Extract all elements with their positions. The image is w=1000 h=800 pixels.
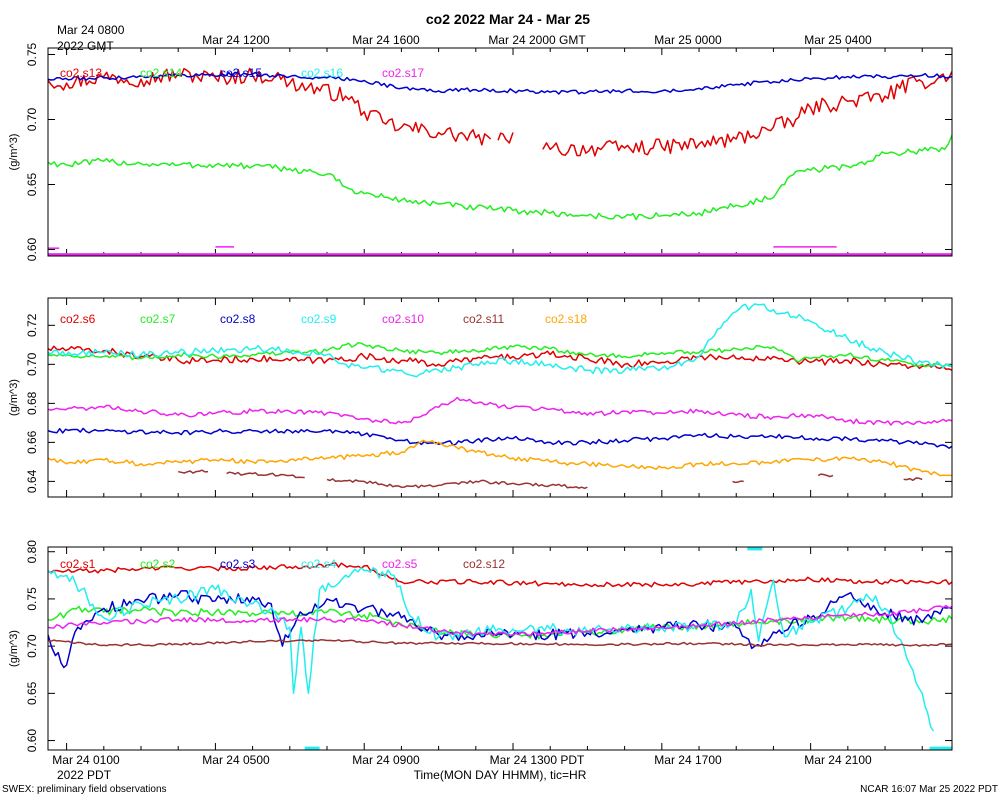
top-axis-corner-label-2: 2022 GMT xyxy=(57,39,114,53)
series-line-co2-s5 xyxy=(48,604,952,637)
top-axis-tick-label: Mar 25 0000 xyxy=(654,33,722,47)
bottom-axis-tick-label: Mar 24 2100 xyxy=(804,753,872,767)
legend-entry-co2-s3: co2.s3 xyxy=(220,557,256,571)
series-line-co2-s14 xyxy=(48,134,952,221)
series-line-co2-s11 xyxy=(178,469,209,474)
x-axis-label: Time(MON DAY HHMM), tic=HR xyxy=(414,768,587,782)
y-tick-label: 0.60 xyxy=(25,729,39,753)
series-line-co2-s9 xyxy=(48,303,952,378)
y-axis-label: (g/m^3) xyxy=(8,134,20,171)
y-tick-label: 0.64 xyxy=(25,469,39,493)
y-tick-label: 0.65 xyxy=(25,681,39,705)
series-line-co2-s11 xyxy=(817,473,834,478)
legend-entry-co2-s10: co2.s10 xyxy=(382,312,424,326)
panel-frame xyxy=(47,47,953,257)
panel-frame xyxy=(47,297,953,498)
series-line-co2-s7 xyxy=(48,342,952,368)
y-tick-label: 0.70 xyxy=(25,634,39,658)
series-line-co2-s15 xyxy=(48,71,952,95)
y-axis-label: (g/m^3) xyxy=(8,379,20,416)
bottom-axis-tick-label: Mar 24 1300 PDT xyxy=(490,753,585,767)
panel-top: 0.60 0.65 0.70 0.75 (g/m^3) co2.s13 co2.s14 co2… xyxy=(8,42,953,261)
series-line-co2-s13 xyxy=(542,71,952,157)
series-line-co2-s12 xyxy=(48,638,952,647)
legend-entry-co2-s2: co2.s2 xyxy=(140,557,176,571)
panel-bottom: 0.60 0.65 0.70 0.75 0.80 (g/m^3) co2.s1 co2.s2 c… xyxy=(8,540,953,753)
legend-entry-co2-s14: co2.s14 xyxy=(140,66,182,80)
series-line-co2-s13 xyxy=(48,67,492,146)
legend-entry-co2-s7: co2.s7 xyxy=(140,312,176,326)
y-axis-label: (g/m^3) xyxy=(8,630,20,667)
series-line-co2-s11 xyxy=(732,480,744,484)
bottom-axis-tick-label: Mar 24 1700 xyxy=(654,753,722,767)
chart-title: co2 2022 Mar 24 - Mar 25 xyxy=(426,11,590,27)
top-axis-tick-label: Mar 24 2000 GMT xyxy=(488,33,586,47)
y-tick-label: 0.66 xyxy=(25,430,39,454)
legend-entry-co2-s17: co2.s17 xyxy=(382,66,424,80)
panel-middle: 0.64 0.66 0.68 0.70 0.72 (g/m^3) co2.s6 co2.s7 c… xyxy=(8,297,953,498)
y-tick-label: 0.75 xyxy=(25,42,39,66)
y-tick-label: 0.68 xyxy=(25,391,39,415)
series-line-co2-s11 xyxy=(326,478,588,490)
top-axis-tick-label: Mar 24 1600 xyxy=(352,33,420,47)
legend-entry-co2-s16: co2.s16 xyxy=(301,66,343,80)
series-line-co2-s1 xyxy=(48,562,952,588)
y-tick-label: 0.70 xyxy=(25,352,39,376)
legend-entry-co2-s13: co2.s13 xyxy=(60,66,102,80)
legend-entry-co2-s18: co2.s18 xyxy=(545,312,587,326)
bottom-axis-tick-label: Mar 24 0500 xyxy=(202,753,270,767)
legend-entry-co2-s5: co2.s5 xyxy=(382,557,418,571)
y-tick-label: 0.75 xyxy=(25,587,39,611)
series-line-co2-s11 xyxy=(903,477,923,482)
legend-entry-co2-s12: co2.s12 xyxy=(463,557,505,571)
series-line-co2-s10 xyxy=(48,396,952,426)
series-line-co2-s13 xyxy=(497,132,514,144)
bottom-axis-tick-label: Mar 24 0900 xyxy=(352,753,420,767)
legend-entry-co2-s4: co2.s4 xyxy=(301,557,337,571)
top-axis-tick-label: Mar 24 1200 xyxy=(202,33,270,47)
footer-timestamp: NCAR 16:07 Mar 25 2022 PDT xyxy=(860,784,998,795)
legend-entry-co2-s15: co2.s15 xyxy=(220,66,262,80)
y-tick-label: 0.65 xyxy=(25,172,39,196)
series-line-co2-s4 xyxy=(48,567,935,732)
bottom-axis-corner-label: 2022 PDT xyxy=(57,768,112,782)
legend-entry-co2-s1: co2.s1 xyxy=(60,557,96,571)
series-line-co2-s3 xyxy=(48,590,952,669)
y-tick-label: 0.80 xyxy=(25,540,39,564)
series-line-co2-s8 xyxy=(48,427,952,449)
top-axis-tick-label: Mar 25 0400 xyxy=(804,33,872,47)
panel-frame xyxy=(47,546,953,751)
footer-note: SWEX: preliminary field observations xyxy=(2,784,167,795)
top-axis-corner-label-1: Mar 24 0800 xyxy=(57,23,125,37)
y-tick-label: 0.70 xyxy=(25,107,39,131)
bottom-axis-tick-label: Mar 24 0100 xyxy=(52,753,120,767)
series-line-co2-s6 xyxy=(48,345,952,371)
y-tick-label: 0.72 xyxy=(25,313,39,337)
legend-entry-co2-s8: co2.s8 xyxy=(220,312,256,326)
legend-entry-co2-s6: co2.s6 xyxy=(60,312,96,326)
legend-entry-co2-s9: co2.s9 xyxy=(301,312,337,326)
y-tick-label: 0.60 xyxy=(25,237,39,261)
legend-entry-co2-s11: co2.s11 xyxy=(463,312,504,326)
series-line-co2-s18 xyxy=(48,439,952,477)
series-line-co2-s11 xyxy=(226,471,305,479)
